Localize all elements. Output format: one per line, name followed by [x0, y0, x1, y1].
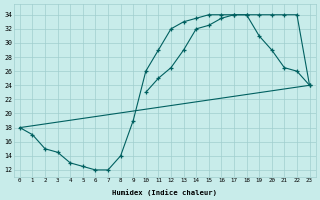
X-axis label: Humidex (Indice chaleur): Humidex (Indice chaleur): [112, 189, 217, 196]
